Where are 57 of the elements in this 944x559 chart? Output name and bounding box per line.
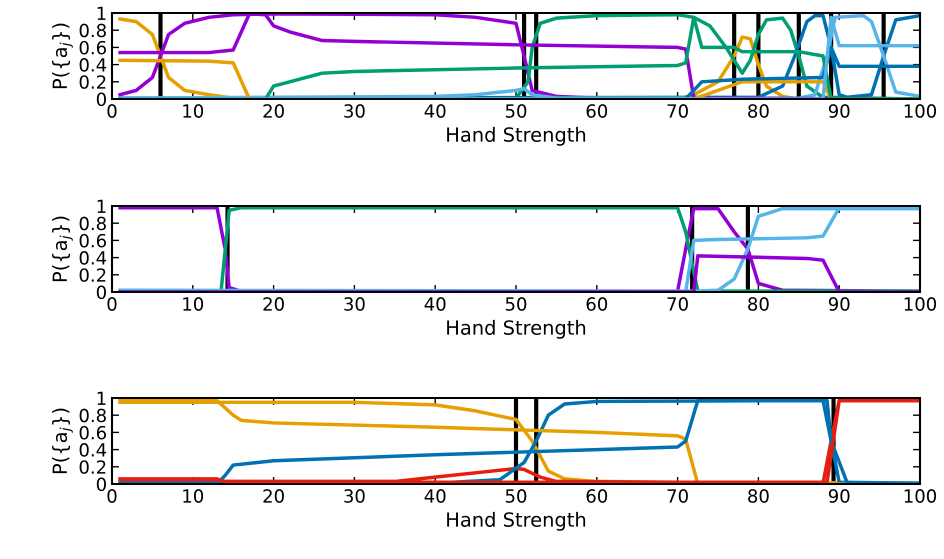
x-tick-label: 90	[828, 489, 850, 503]
y-tick-label: 0.8	[80, 408, 106, 422]
x-tick-label: 90	[828, 297, 850, 311]
y-tick-label: 0.4	[80, 443, 106, 457]
x-tick-label: 30	[344, 489, 365, 503]
y-axis-title: P({a$_{j}$})	[52, 24, 73, 88]
x-tick-label: 20	[263, 297, 284, 311]
x-tick-label: 40	[424, 104, 446, 118]
x-tick-label: 70	[668, 489, 688, 503]
y-tick-label: 0.6	[80, 40, 106, 55]
y-tick-label: 0.6	[80, 234, 106, 248]
x-tick-label: 90	[828, 104, 850, 118]
x-tick-label: 30	[344, 297, 365, 311]
y-tick-label: 0	[96, 477, 106, 492]
y-tick-label: 0.2	[80, 460, 106, 474]
x-tick-label: 80	[748, 489, 769, 503]
x-tick-label: 60	[586, 297, 608, 311]
x-tick-label: 0	[107, 489, 117, 503]
x-tick-label: 30	[344, 104, 365, 118]
y-tick-label: 0.8	[80, 24, 106, 38]
x-axis-title: Hand Strength	[447, 512, 586, 531]
y-tick-label: 1	[98, 200, 106, 213]
x-tick-label: 20	[263, 104, 284, 118]
x-tick-label: 50	[506, 489, 526, 503]
y-tick-label: 0.2	[80, 75, 106, 89]
x-tick-label: 10	[183, 297, 204, 311]
y-tick-label: 0.2	[80, 268, 106, 282]
x-axis-title: Hand Strength	[447, 320, 586, 339]
x-tick-label: 60	[586, 489, 608, 503]
x-tick-label: 100	[904, 104, 936, 118]
x-tick-label: 100	[904, 489, 936, 503]
x-tick-label: 40	[424, 297, 446, 311]
y-tick-label: 0.4	[80, 58, 106, 72]
x-tick-label: 40	[424, 489, 446, 503]
x-tick-label: 80	[748, 104, 769, 118]
x-axis-title: Hand Strength	[447, 126, 586, 146]
y-tick-label: 1	[98, 6, 106, 20]
y-axis-title: P({a$_{j}$})	[52, 216, 73, 282]
x-tick-label: 0	[107, 297, 117, 311]
x-tick-label: 50	[506, 104, 526, 118]
x-tick-label: 80	[748, 297, 769, 311]
y-tick-label: 1	[98, 392, 106, 405]
y-tick-label: 0	[96, 92, 106, 106]
x-tick-label: 0	[107, 104, 117, 118]
y-tick-label: 0.8	[80, 216, 106, 230]
x-tick-label: 70	[668, 104, 688, 118]
y-tick-label: 0.6	[80, 426, 106, 440]
x-tick-label: 50	[506, 297, 526, 311]
y-tick-label: 0.4	[80, 251, 106, 265]
x-tick-label: 10	[183, 104, 204, 118]
x-tick-label: 70	[668, 297, 688, 311]
x-tick-label: 100	[904, 297, 936, 311]
y-axis-title: P({a$_{j}$})	[52, 408, 73, 474]
x-tick-label: 20	[263, 489, 284, 503]
x-tick-label: 60	[586, 104, 608, 118]
x-tick-label: 10	[183, 489, 204, 503]
y-tick-label: 0	[96, 285, 106, 300]
